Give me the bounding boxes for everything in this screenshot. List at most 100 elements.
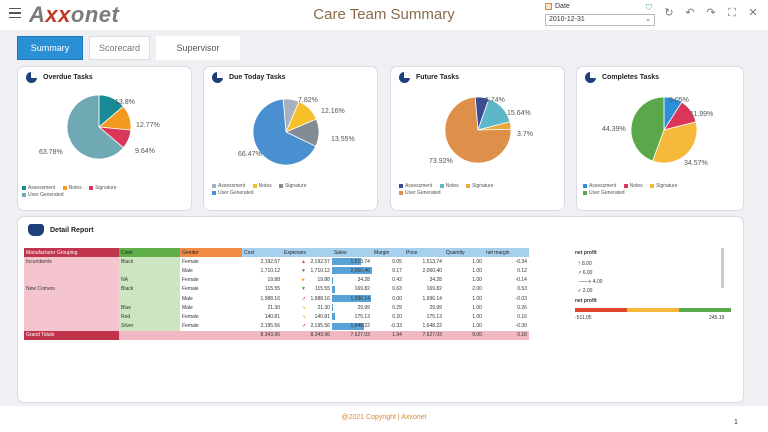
- table-cell: Male: [180, 266, 242, 276]
- table-cell: New Comers: [24, 284, 119, 294]
- redo-icon[interactable]: ↷: [706, 7, 716, 19]
- filter-icon[interactable]: ⛉: [646, 3, 652, 12]
- menu-icon[interactable]: [9, 8, 21, 18]
- arrow-up-icon: 🡑: [578, 261, 581, 267]
- fullscreen-icon[interactable]: ⛶: [728, 7, 736, 19]
- trend-arrow-icon: ➚: [301, 295, 306, 302]
- table-cell: [24, 275, 119, 285]
- table-cell: 29.99: [403, 303, 444, 313]
- table-cell: 0.29: [371, 303, 404, 313]
- table-cell: Female: [180, 275, 242, 285]
- total-cell: 7,627.03: [403, 330, 444, 340]
- kpi-title: net profit: [575, 298, 597, 304]
- sales-databar: [331, 267, 372, 275]
- pie-label: 9.05%: [669, 97, 689, 104]
- pie-label: 9.64%: [135, 148, 155, 155]
- table-cell: 0.42: [371, 275, 404, 285]
- col-header[interactable]: Quantity: [443, 248, 484, 258]
- table-cell: 2,192.57: [242, 257, 282, 267]
- table-cell: 19.88: [242, 275, 282, 285]
- table-cell: Female: [180, 284, 242, 294]
- col-header[interactable]: Sales: [331, 248, 372, 258]
- kpi-item: 6.00: [582, 270, 593, 276]
- kpi-item: 4.00: [592, 279, 603, 285]
- table-row[interactable]: New Comers Black Female 115.55 ▼ 115.55 169.82…: [24, 284, 529, 294]
- table-cell: 1,996.14: [331, 293, 372, 304]
- col-header[interactable]: net margin: [483, 248, 529, 258]
- pie-slice-signature[interactable]: [652, 121, 698, 164]
- legend-swatch: [623, 184, 628, 188]
- total-cell: [180, 330, 242, 340]
- pie-slice-user-generated[interactable]: [444, 96, 512, 164]
- table-cell: [24, 293, 119, 304]
- table-row[interactable]: Silver Female 2,195.56 ➚ 2,195.56 1,648.22 -0.…: [24, 321, 529, 331]
- calendar-icon: [545, 3, 552, 10]
- table-cell: -0.33: [371, 321, 404, 331]
- col-header[interactable]: Color: [119, 248, 180, 258]
- col-header[interactable]: Margin: [371, 248, 404, 258]
- date-label: Date: [555, 3, 570, 10]
- table-cell: -0.30: [483, 321, 529, 331]
- total-cell: 8,343.96: [307, 330, 332, 340]
- table-row[interactable]: Incumbents Black Female 2,192.57 ▲ 2,192.57 1,…: [24, 257, 529, 267]
- table-cell: 2,195.56: [242, 321, 282, 331]
- table-cell: 169.82: [403, 284, 444, 294]
- col-header[interactable]: Cost: [242, 248, 282, 258]
- table-cell: Female: [180, 312, 242, 322]
- trend-cell: ➘: [282, 303, 308, 313]
- pie-label: 12.16%: [321, 108, 345, 115]
- table-cell: -0.34: [483, 257, 529, 267]
- trend-arrow-icon: ▼: [301, 267, 306, 274]
- table-row[interactable]: Blue Male 21.30 ➘ 21.30 29.99 0.29 29.99 1.00 0.2…: [24, 303, 529, 313]
- table-row[interactable]: Male 1,988.16 ➚ 1,988.16 1,996.14 0.00 1,996.1…: [24, 293, 529, 304]
- trend-arrow-icon: ▲: [301, 258, 306, 265]
- report-canvas: Summary Scorecard Supervisor Overdue Tas…: [0, 30, 768, 406]
- table-cell: Male: [180, 293, 242, 304]
- tab-supervisor[interactable]: Supervisor: [156, 36, 240, 60]
- sales-databar: [331, 285, 336, 293]
- table-cell: 2.00: [443, 284, 484, 294]
- table-cell: 1,513.74: [403, 257, 444, 267]
- pie-slice-user-generated[interactable]: [66, 94, 124, 160]
- pie-chart-icon: [26, 72, 37, 83]
- table-row[interactable]: Male 1,710.12 ▼ 1,710.12 2,060.40 0.17 2,060.4…: [24, 266, 529, 276]
- pie-slice-user-generated[interactable]: [630, 96, 665, 162]
- tab-scorecard[interactable]: Scorecard: [89, 36, 150, 60]
- table-cell: 29.99: [331, 303, 372, 313]
- table-row[interactable]: NA Female 19.88 ► 19.88 34.28 0.42 34.28 1.00 -0.…: [24, 275, 529, 285]
- table-cell: 0.16: [483, 312, 529, 322]
- trend-arrow-icon: ▼: [301, 286, 306, 293]
- refresh-icon[interactable]: ↻: [664, 7, 674, 19]
- table-cell: 1,710.12: [307, 266, 332, 276]
- table-cell: 1,513.74: [331, 257, 372, 267]
- legend-swatch: [466, 184, 471, 188]
- table-cell: 0.00: [371, 293, 404, 304]
- undo-icon[interactable]: ↶: [685, 7, 695, 19]
- col-header[interactable]: Expenses: [282, 248, 308, 258]
- table-row[interactable]: Red Female 140.81 ➘ 140.81 175.13 0.20 175.13 1.…: [24, 312, 529, 322]
- date-select[interactable]: 2010-12-31 ⌄: [545, 14, 655, 26]
- pie-label: 63.78%: [39, 149, 63, 156]
- total-cell: 8,343.96: [242, 330, 282, 340]
- col-header[interactable]: Manufacturer Grouping: [24, 248, 119, 258]
- card-title: Completes Tasks: [602, 74, 660, 81]
- table-cell: 21.30: [307, 303, 332, 313]
- scrollbar[interactable]: [721, 248, 724, 288]
- table-cell: Incumbents: [24, 257, 119, 267]
- pie-label: 34.57%: [684, 160, 708, 167]
- totals-row: Grand Totals 8,343.96 8,343.96 7,627.03 1.94…: [24, 330, 529, 340]
- tab-summary[interactable]: Summary: [17, 36, 83, 60]
- col-header[interactable]: Gender: [180, 248, 242, 258]
- future-legend: Assessment Notes Signature User Generate…: [399, 183, 559, 197]
- pie-label: 6.74%: [485, 97, 505, 104]
- table-cell: [119, 293, 180, 304]
- table-cell: 1,988.16: [242, 293, 282, 304]
- col-header[interactable]: [307, 248, 332, 258]
- col-header[interactable]: Price: [403, 248, 444, 258]
- close-icon[interactable]: ✕: [748, 7, 758, 19]
- trend-cell: ►: [282, 275, 308, 285]
- pie-slice-user-generated[interactable]: [252, 98, 317, 166]
- sales-databar: [331, 294, 371, 302]
- legend-swatch: [212, 184, 216, 188]
- legend-swatch: [62, 186, 67, 190]
